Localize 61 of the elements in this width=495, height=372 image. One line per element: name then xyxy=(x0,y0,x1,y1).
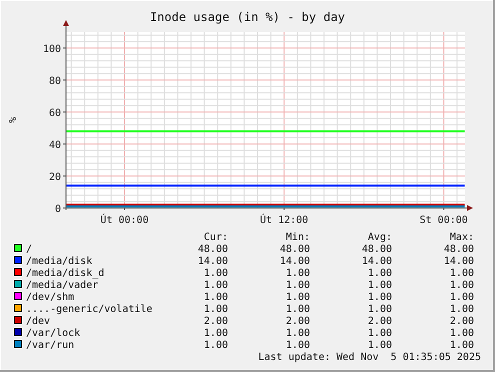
legend-label: / xyxy=(26,244,32,255)
text: 1.00 xyxy=(286,268,310,279)
y-tick-label: 0 xyxy=(54,204,61,215)
text: 14.00 xyxy=(198,256,228,267)
text: 14.00 xyxy=(444,256,474,267)
text: 2.00 xyxy=(286,316,310,327)
legend-label: /var/run xyxy=(26,340,74,351)
text: Cur: xyxy=(204,232,228,243)
legend-label: /media/disk_d xyxy=(26,268,104,279)
text: 1.00 xyxy=(368,280,392,291)
text: Avg: xyxy=(368,232,392,243)
text: 1.00 xyxy=(286,340,310,351)
text: 1.00 xyxy=(450,340,474,351)
text: 1.00 xyxy=(286,328,310,339)
chart-title: Inode usage (in %) - by day xyxy=(150,10,346,24)
text: 2.00 xyxy=(450,316,474,327)
text: 14.00 xyxy=(280,256,310,267)
text: 1.00 xyxy=(204,292,228,303)
text: 1.00 xyxy=(368,304,392,315)
text: 1.00 xyxy=(204,328,228,339)
legend-label: /dev/shm xyxy=(26,292,74,303)
x-tick-label: Út 00:00 xyxy=(100,213,149,226)
y-tick-label: 80 xyxy=(48,76,61,87)
legend-label: /media/disk xyxy=(26,256,92,267)
text: 48.00 xyxy=(444,244,474,255)
x-tick-label: St 00:00 xyxy=(420,215,468,226)
text: 1.00 xyxy=(450,292,474,303)
text: 1.00 xyxy=(286,292,310,303)
legend-label: /media/vader xyxy=(26,280,98,291)
text: 1.00 xyxy=(204,304,228,315)
legend-label: ....-generic/volatile xyxy=(26,304,152,315)
text: 1.00 xyxy=(368,340,392,351)
text: 1.00 xyxy=(286,304,310,315)
text: 2.00 xyxy=(368,316,392,327)
text: 1.00 xyxy=(204,340,228,351)
text: Last update: Wed Nov 5 01:35:05 2025 xyxy=(258,352,481,363)
text: 1.00 xyxy=(368,292,392,303)
y-tick-label: 60 xyxy=(48,108,61,119)
text: 1.00 xyxy=(450,328,474,339)
text: 1.00 xyxy=(450,304,474,315)
text: 1.00 xyxy=(368,268,392,279)
y-tick-label: 20 xyxy=(48,172,61,183)
text: 1.00 xyxy=(450,280,474,291)
text: Min: xyxy=(286,232,310,243)
text: Max: xyxy=(450,232,474,243)
text: 2.00 xyxy=(204,316,228,327)
legend-label: /var/lock xyxy=(26,328,80,339)
y-tick-label: 40 xyxy=(48,140,61,151)
y-axis-title: % xyxy=(8,116,19,124)
y-tick-label: 100 xyxy=(42,44,61,55)
text: 48.00 xyxy=(280,244,310,255)
text: 48.00 xyxy=(362,244,392,255)
text: 1.00 xyxy=(450,268,474,279)
text: 48.00 xyxy=(198,244,228,255)
text: 1.00 xyxy=(204,268,228,279)
legend-label: /dev xyxy=(26,316,50,327)
x-tick-label: Út 12:00 xyxy=(260,213,308,226)
text: 14.00 xyxy=(362,256,392,267)
text: 1.00 xyxy=(286,280,310,291)
text: 1.00 xyxy=(368,328,392,339)
text: 1.00 xyxy=(204,280,228,291)
